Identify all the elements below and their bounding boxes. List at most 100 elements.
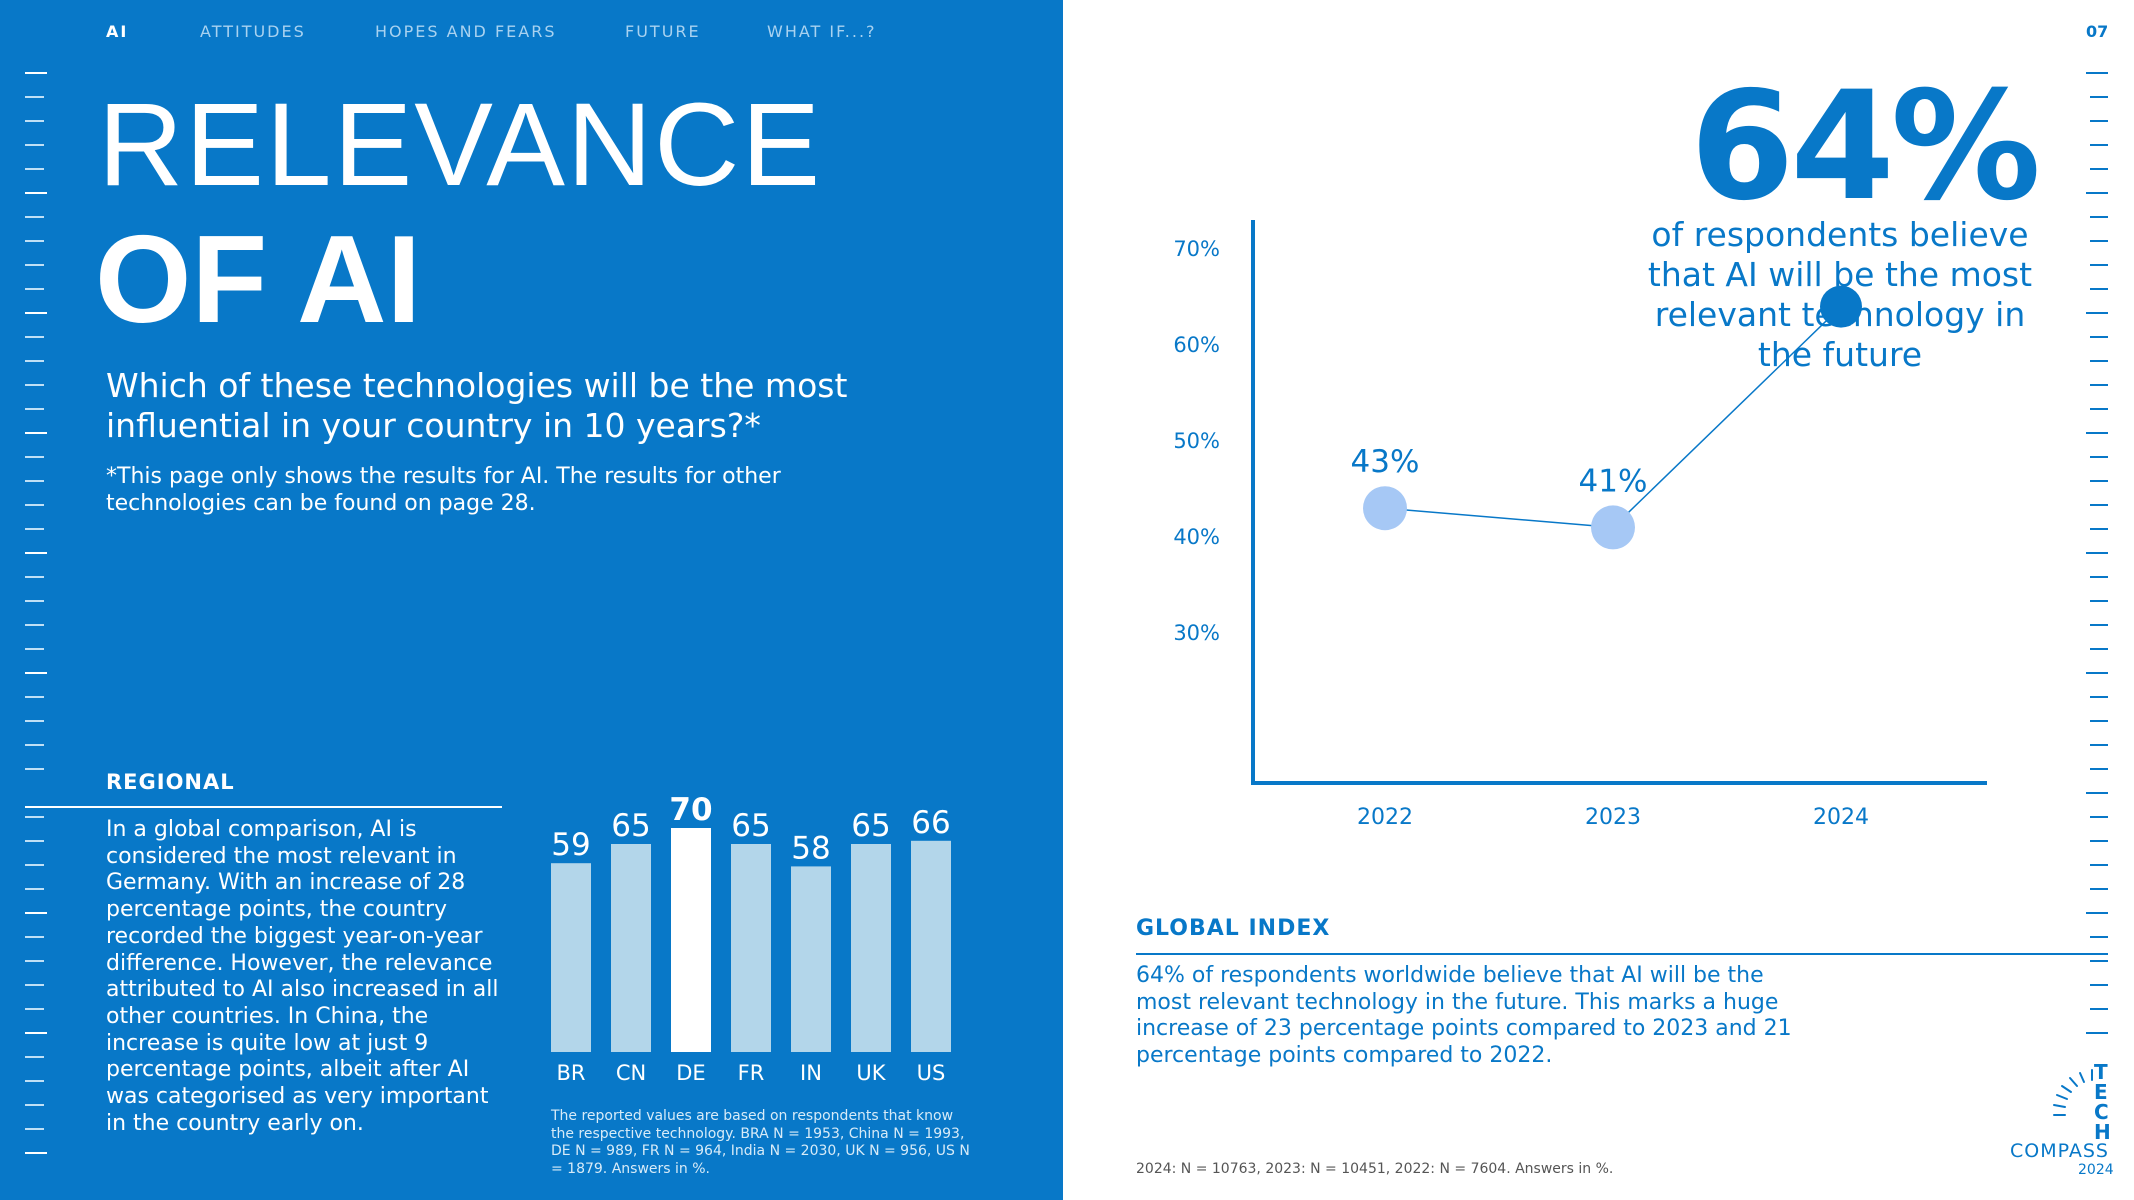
bar-category-label: DE (676, 1061, 705, 1085)
tick-mark (25, 240, 44, 242)
tick-mark (2090, 816, 2108, 818)
bar-value-label: 65 (731, 808, 770, 844)
tick-mark (2086, 312, 2108, 314)
tick-mark (2090, 120, 2108, 122)
y-tick-label: 60% (1173, 333, 1220, 357)
nav-item-ai[interactable]: AI (106, 22, 129, 41)
tick-mark (25, 1008, 44, 1010)
tick-mark (25, 576, 44, 578)
nav-item-future[interactable]: FUTURE (625, 22, 701, 41)
data-point-2023 (1591, 505, 1635, 550)
tick-mark (25, 984, 44, 986)
bar-category-label: US (917, 1061, 946, 1085)
tick-mark (25, 960, 44, 962)
tick-mark (25, 816, 44, 818)
logo-letter-h: H (2094, 1120, 2111, 1144)
tick-mark (2090, 408, 2108, 410)
global-index-text: 64% of respondents worldwide believe tha… (1136, 963, 1792, 1069)
tick-mark (25, 504, 44, 506)
series-line-segment (1384, 507, 1614, 529)
tick-mark (25, 72, 47, 74)
nav-item-attitudes[interactable]: ATTITUDES (200, 22, 306, 41)
tick-mark (25, 864, 44, 866)
tick-mark (2086, 792, 2108, 794)
tick-mark (2090, 96, 2108, 98)
tick-mark (2090, 648, 2108, 650)
global-index-divider (1136, 953, 2108, 955)
bar-fr (731, 844, 771, 1052)
tick-mark (25, 1128, 44, 1130)
logo-letter-t: T (2094, 1060, 2108, 1084)
tick-mark (25, 552, 47, 554)
tick-mark (25, 672, 47, 674)
tick-mark (2090, 480, 2108, 482)
tick-mark (25, 480, 44, 482)
survey-question: Which of these technologies will be the … (106, 366, 848, 445)
tick-mark (2090, 336, 2108, 338)
tick-mark (25, 624, 44, 626)
tick-mark (2090, 144, 2108, 146)
nav-item-hopes-and-fears[interactable]: HOPES AND FEARS (375, 22, 557, 41)
tick-mark (25, 168, 44, 170)
x-tick-label: 2023 (1585, 805, 1641, 830)
bar-value-label: 66 (911, 805, 950, 841)
tick-mark (25, 144, 44, 146)
tick-mark (25, 720, 44, 722)
tick-mark (25, 1056, 44, 1058)
page-number: 07 (2086, 22, 2109, 41)
tick-mark (2086, 672, 2108, 674)
bar-value-label: 65 (851, 808, 890, 844)
page-title-line1: RELEVANCE (98, 79, 823, 211)
tick-mark (2090, 936, 2108, 938)
tick-mark (2090, 720, 2108, 722)
global-index-label: GLOBAL INDEX (1136, 916, 1331, 941)
regional-divider (25, 806, 502, 808)
bar-uk (851, 844, 891, 1052)
bar-br (551, 863, 591, 1052)
tick-mark (25, 384, 44, 386)
tick-mark (2090, 528, 2108, 530)
tick-mark (25, 408, 44, 410)
logo-rays-icon (2053, 1069, 2093, 1116)
bar-us (911, 840, 951, 1052)
bar-de (671, 828, 711, 1052)
tick-mark (25, 888, 44, 890)
tick-mark (25, 528, 44, 530)
tick-mark (25, 360, 44, 362)
logo-letter-e: E (2094, 1080, 2108, 1104)
tick-mark (25, 216, 44, 218)
tick-mark (25, 768, 44, 770)
tick-mark (2090, 504, 2108, 506)
logo-letter-c: C (2094, 1100, 2109, 1124)
tick-mark (25, 1152, 47, 1154)
global-index-note: 2024: N = 10763, 2023: N = 10451, 2022: … (1136, 1161, 1614, 1177)
right-panel (1063, 0, 2134, 1200)
tick-mark (25, 744, 44, 746)
x-tick-label: 2022 (1357, 805, 1413, 830)
tick-mark (25, 264, 44, 266)
tick-mark (2086, 192, 2108, 194)
tick-mark (25, 96, 44, 98)
tick-mark (25, 432, 47, 434)
bar-value-label: 59 (551, 827, 590, 863)
nav-item-what-if[interactable]: WHAT IF...? (767, 22, 877, 41)
bar-cn (611, 844, 651, 1052)
logo-word: COMPASS (2010, 1140, 2109, 1162)
bar-category-label: FR (738, 1061, 765, 1085)
tick-mark (2090, 288, 2108, 290)
left-panel: AI ATTITUDES HOPES AND FEARS FUTURE WHAT… (0, 0, 1063, 1200)
data-point-2022 (1363, 486, 1407, 531)
bar-in (791, 866, 831, 1052)
tick-mark (2086, 912, 2108, 914)
tick-mark (2090, 168, 2108, 170)
tick-mark (25, 192, 47, 194)
tick-mark (2090, 216, 2108, 218)
tick-mark (2090, 888, 2108, 890)
tick-mark (2090, 264, 2108, 266)
tick-mark (25, 696, 44, 698)
tick-mark (25, 912, 47, 914)
tick-mark (2090, 864, 2108, 866)
tick-mark (2090, 1008, 2108, 1010)
tick-mark (25, 336, 44, 338)
